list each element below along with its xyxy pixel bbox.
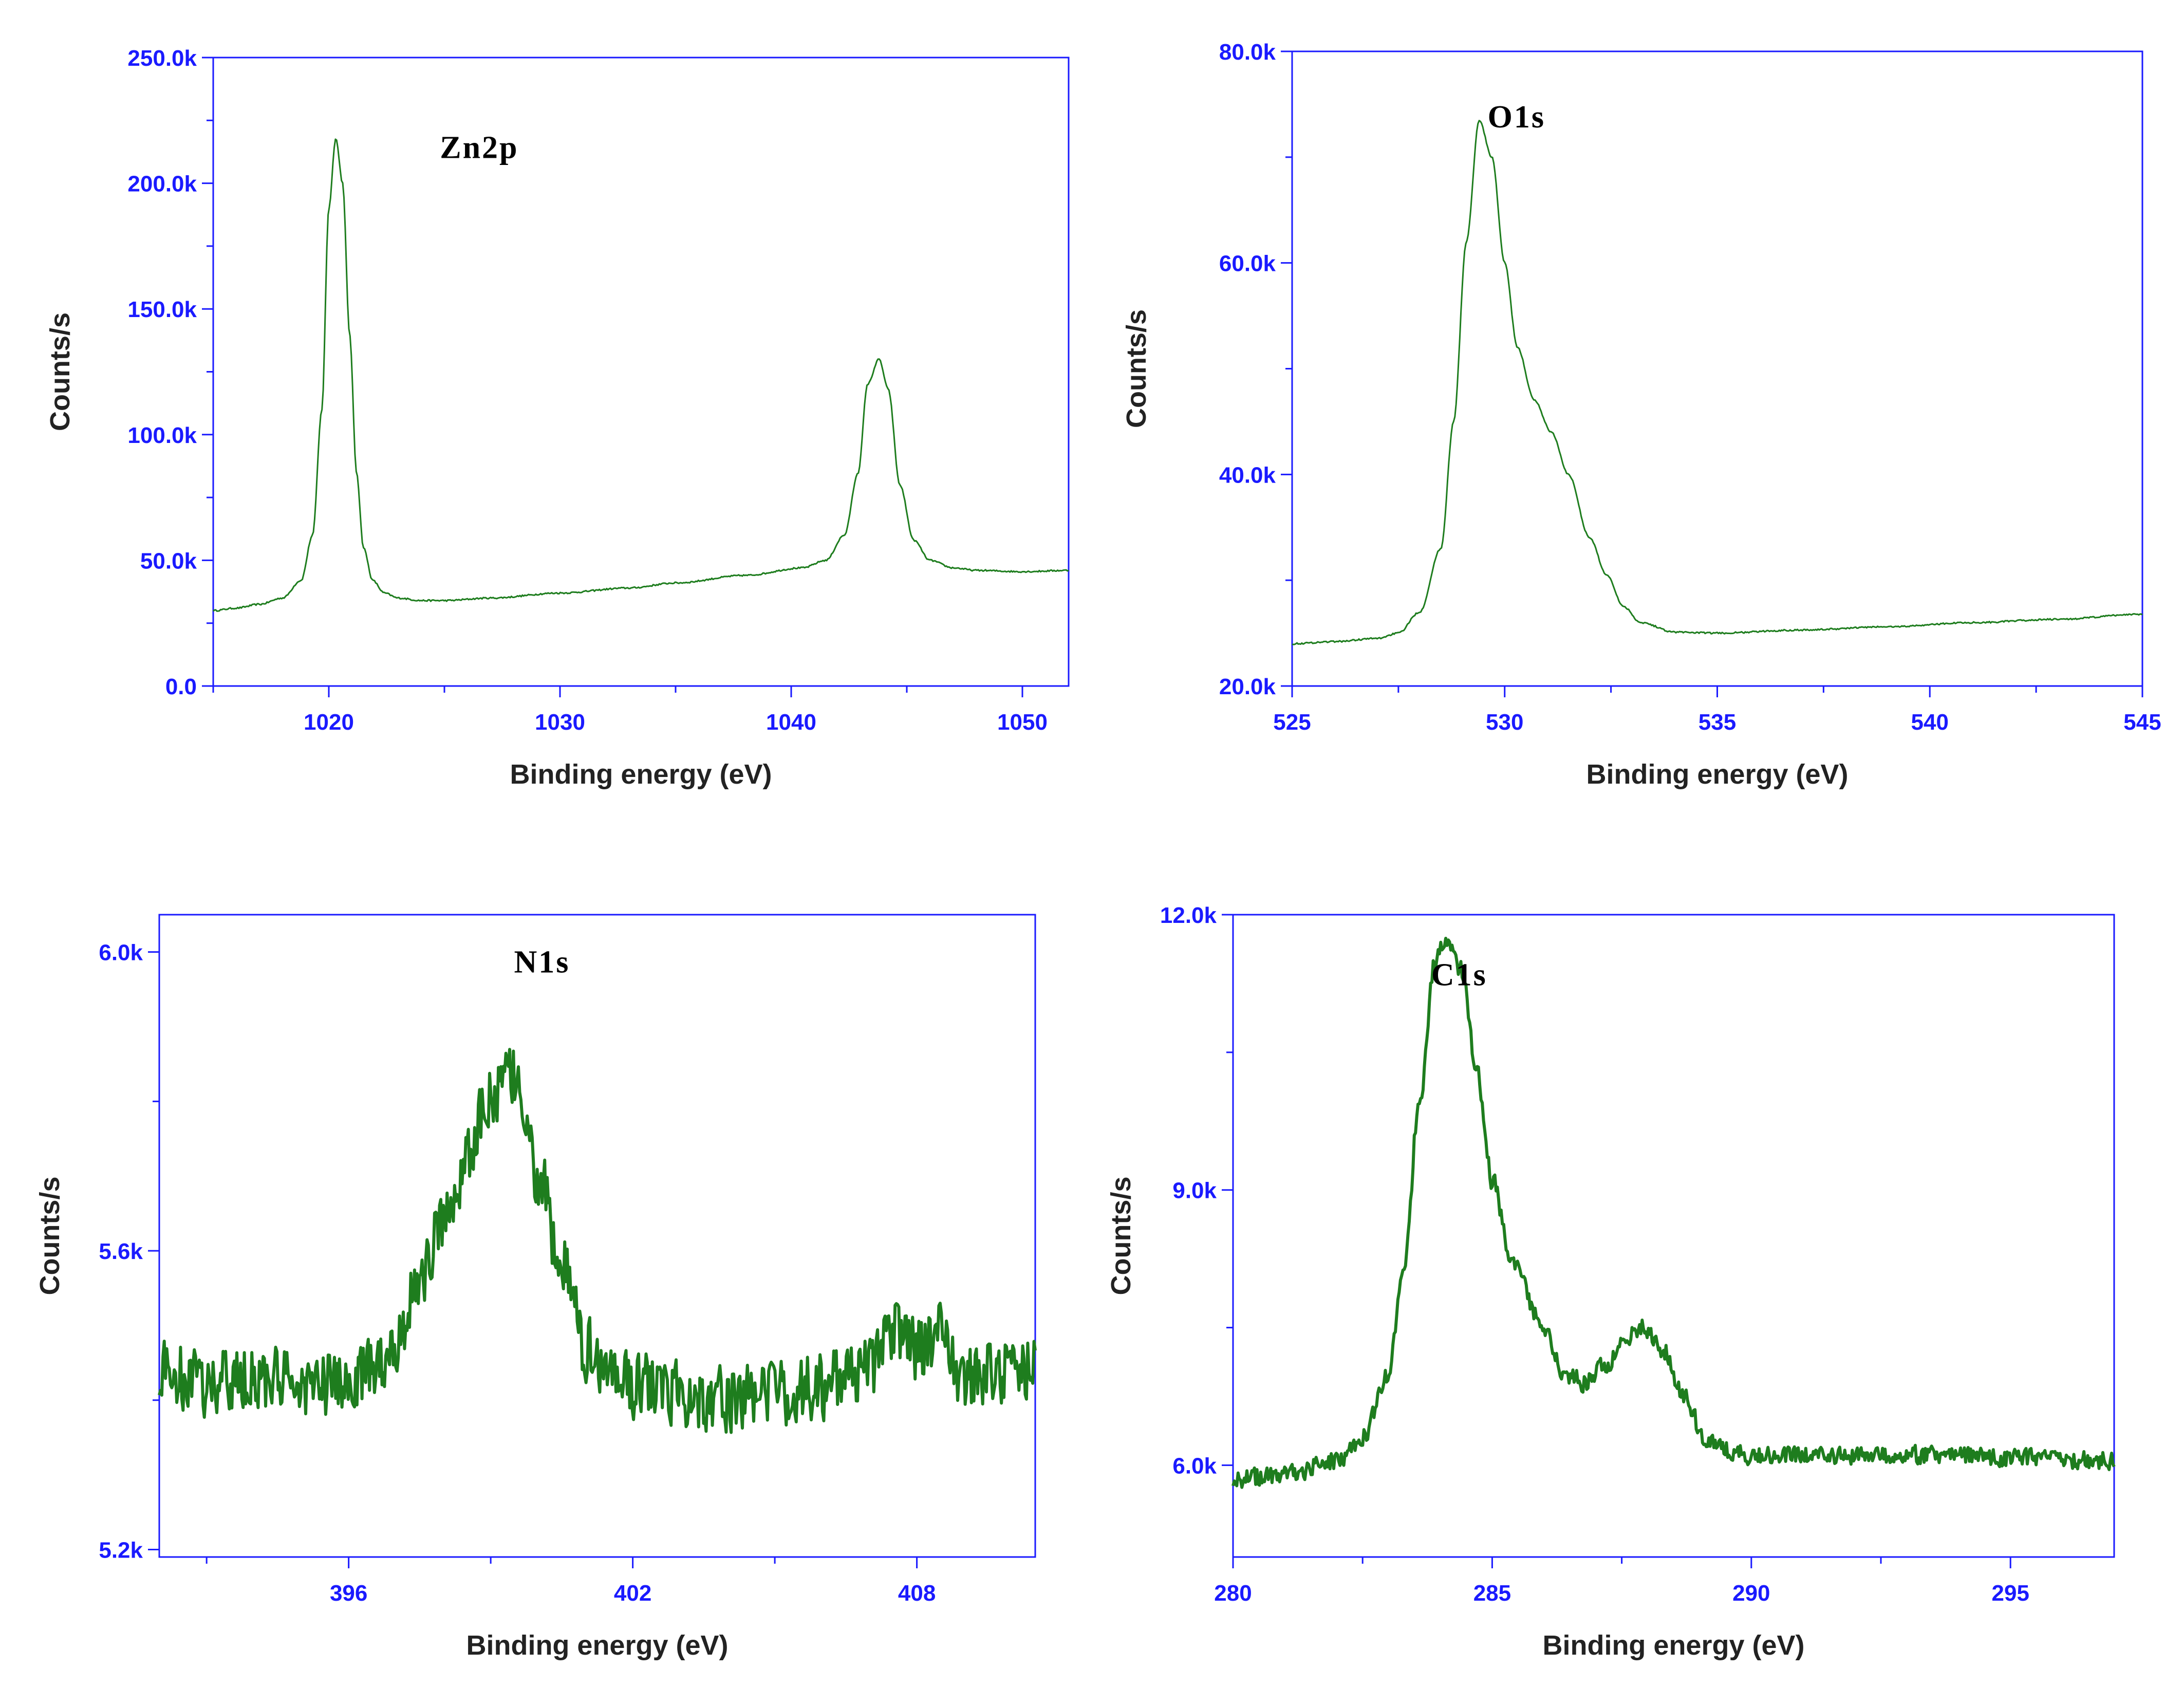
y-tick-label: 5.6k <box>99 1239 143 1264</box>
y-axis-title: Counts/s <box>1106 1176 1136 1295</box>
plot-frame <box>158 914 1036 1558</box>
y-tick-label: 20.0k <box>1219 674 1276 699</box>
peak-annotation: N1s <box>514 945 570 980</box>
x-tick-label: 402 <box>614 1581 651 1606</box>
chart-panel-zn2p: 1020 1030 1040 1050 0.0 50.0k 100.0k 150.0k 200.… <box>45 46 1070 790</box>
y-tick-label: 6.0k <box>99 940 143 966</box>
y-tick-label: 60.0k <box>1219 251 1276 276</box>
x-axis-title: Binding energy (eV) <box>1586 759 1848 790</box>
y-tick-label: 80.0k <box>1219 40 1276 65</box>
y-tick-label: 50.0k <box>140 548 197 573</box>
x-tick-label: 396 <box>330 1581 367 1606</box>
x-tick-label: 535 <box>1698 710 1736 735</box>
x-tick-label: 408 <box>898 1581 936 1606</box>
x-tick-label: 530 <box>1486 710 1523 735</box>
y-axis-title: Counts/s <box>1121 309 1152 428</box>
y-tick-label: 150.0k <box>127 297 197 322</box>
series-line-n1s <box>158 1048 1037 1434</box>
y-tick-label: 200.0k <box>127 172 197 197</box>
x-tick-label: 545 <box>2123 710 2161 735</box>
y-axis-title: Counts/s <box>34 1176 65 1295</box>
x-tick-label: 1020 <box>304 710 354 735</box>
x-axis-title: Binding energy (eV) <box>466 1630 728 1661</box>
chart-panel-o1s: 525 530 535 540 545 20.0k 40.0k 60.0k 80.0k Bindi… <box>1121 40 2161 790</box>
x-tick-label: 285 <box>1473 1581 1511 1606</box>
peak-annotation: C1s <box>1431 958 1487 993</box>
y-tick-label: 12.0k <box>1160 903 1217 928</box>
y-tick-label: 0.0 <box>165 674 197 699</box>
series-line-zn2p <box>212 138 1069 612</box>
x-tick-label: 1050 <box>997 710 1048 735</box>
plot-frame <box>212 57 1070 687</box>
plot-frame <box>1291 50 2143 687</box>
chart-panel-c1s: 280 285 290 295 6.0k 9.0k 12.0k Binding energy … <box>1106 903 2116 1661</box>
y-tick-label: 250.0k <box>127 46 197 71</box>
plot-frame <box>1232 914 2115 1558</box>
x-axis-title: Binding energy (eV) <box>1542 1630 1804 1661</box>
y-tick-label: 9.0k <box>1172 1178 1217 1203</box>
x-tick-label: 280 <box>1214 1581 1252 1606</box>
x-tick-label: 1030 <box>535 710 585 735</box>
y-axis-title: Counts/s <box>45 312 76 431</box>
x-tick-label: 295 <box>1992 1581 2029 1606</box>
peak-annotation: Zn2p <box>440 131 518 165</box>
x-tick-label: 1040 <box>766 710 816 735</box>
x-tick-label: 525 <box>1273 710 1311 735</box>
x-tick-label: 290 <box>1732 1581 1770 1606</box>
series-line-c1s <box>1231 937 2116 1489</box>
x-axis-title: Binding energy (eV) <box>510 759 772 790</box>
y-tick-label: 40.0k <box>1219 462 1276 488</box>
peak-annotation: O1s <box>1488 100 1545 135</box>
y-tick-label: 100.0k <box>127 423 197 448</box>
series-line-o1s <box>1292 120 2143 645</box>
y-tick-label: 5.2k <box>99 1537 143 1563</box>
y-tick-label: 6.0k <box>1172 1453 1217 1478</box>
chart-panel-n1s: 396 402 408 5.2k 5.6k 6.0k Binding energy (eV)… <box>34 914 1037 1661</box>
x-tick-label: 540 <box>1911 710 1949 735</box>
